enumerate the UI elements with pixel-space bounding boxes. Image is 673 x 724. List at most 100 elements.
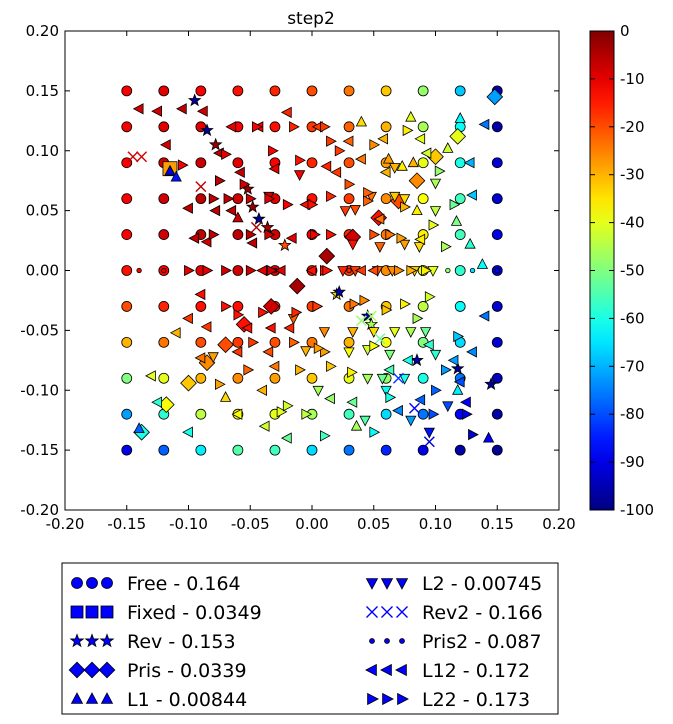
triangle-down-point [419, 327, 432, 338]
star-point [277, 238, 292, 252]
circle-point [491, 408, 503, 420]
triangle-right-point [400, 298, 411, 310]
triangle-down-point [398, 194, 411, 206]
triangle-right-point [223, 193, 235, 205]
legend-marker [84, 633, 100, 648]
triangle-down-point [374, 242, 386, 253]
circle-point [417, 444, 429, 456]
triangle-right-point [313, 342, 325, 354]
circle-point [380, 408, 392, 420]
triangle-right-point [208, 228, 220, 241]
triangle-left-point [392, 404, 403, 417]
circle-point [195, 336, 207, 348]
circle-point [491, 301, 503, 312]
triangle-left-point [262, 346, 274, 358]
circle-point [269, 121, 281, 133]
circle-point [121, 301, 133, 312]
triangle-up-point [407, 156, 419, 168]
triangle-left-point [194, 288, 206, 301]
legend: Free - 0.164 Fixed - 0.0349 Rev - 0.153 Pri… [61, 562, 559, 715]
triangle-down-point [359, 415, 371, 427]
triangle-down-point [300, 346, 312, 358]
circle-point [195, 444, 207, 456]
y-tick-label: 0.10 [26, 142, 59, 160]
y-tick-label: 0.20 [26, 22, 59, 40]
triangle-down-point [349, 204, 361, 216]
triangle-left-point [194, 352, 206, 364]
triangle-right-point [406, 264, 418, 277]
triangle-up-point [170, 170, 182, 182]
legend-marker [98, 661, 116, 679]
circle-point [343, 121, 355, 133]
triangle-down-point [398, 239, 411, 251]
x-point [423, 436, 435, 448]
triangle-left-point [280, 106, 292, 119]
colorbar-tick-label: -60 [620, 309, 645, 327]
circle-point [491, 372, 503, 384]
triangle-left-point [264, 322, 276, 334]
triangle-right-point [440, 240, 452, 253]
triangle-left-point [231, 346, 243, 358]
x-axis: -0.20 -0.15 -0.10 -0.05 0.00 0.05 0.10 0.15 0.20 [46, 31, 576, 533]
circle-point [232, 265, 244, 276]
triangle-left-point [342, 135, 354, 147]
circle-point [195, 193, 207, 205]
chart-title: step2 [287, 9, 335, 29]
triangle-right-point [326, 190, 337, 202]
circle-point [343, 85, 355, 97]
legend-entry: Pris - 0.0339 [68, 660, 247, 682]
circle-point [454, 193, 466, 205]
legend-marker [397, 692, 409, 706]
diamond-point [217, 336, 234, 354]
circle-point [158, 372, 170, 384]
legend-marker [86, 577, 98, 589]
legend-label: Pris2 - 0.087 [422, 631, 542, 653]
triangle-left-point [285, 232, 297, 244]
circle-point [158, 301, 170, 312]
legend-entry: L12 - 0.172 [365, 660, 530, 682]
x-point [136, 151, 148, 163]
legend-entry: Pris2 - 0.087 [369, 631, 542, 653]
triangle-right-point [326, 228, 337, 241]
circle-point [121, 121, 133, 133]
triangle-down-point [389, 327, 401, 338]
circle-point [306, 157, 318, 169]
triangle-right-point [208, 193, 220, 205]
circle-point [491, 157, 503, 169]
triangle-up-point [411, 204, 423, 216]
star-point [200, 123, 214, 137]
triangle-right-point [264, 193, 276, 205]
circle-point [306, 85, 318, 97]
circle-point [232, 372, 244, 384]
triangle-left-point [305, 264, 317, 277]
legend-label: Pris - 0.0339 [127, 660, 247, 682]
triangle-right-point [245, 264, 257, 277]
triangle-down-point [429, 178, 442, 190]
legend-marker [69, 633, 85, 648]
triangle-right-point [359, 294, 371, 307]
legend-marker [85, 605, 99, 619]
triangle-down-point [380, 385, 392, 397]
triangle-left-point [466, 189, 477, 201]
x-tick-label: 0.10 [419, 515, 452, 533]
y-tick-label: 0.00 [26, 262, 59, 280]
triangle-left-point [268, 360, 280, 372]
triangle-right-point [421, 264, 432, 277]
triangle-right-point [428, 219, 440, 231]
triangle-right-point [363, 187, 374, 199]
triangle-left-point [379, 166, 391, 178]
star-point [252, 211, 266, 225]
legend-marker [71, 577, 83, 589]
x-point [392, 372, 404, 384]
triangle-right-point [264, 228, 276, 241]
triangle-left-point [420, 147, 432, 159]
triangle-left-point [200, 236, 212, 248]
star-point [260, 220, 275, 234]
triangle-right-point [453, 330, 465, 343]
triangle-up-point [450, 215, 463, 226]
legend-marker [399, 638, 405, 644]
triangle-left-point [241, 322, 253, 334]
circle-point [269, 372, 281, 384]
y-tick-label: -0.20 [20, 501, 59, 519]
triangle-right-point [202, 264, 214, 277]
